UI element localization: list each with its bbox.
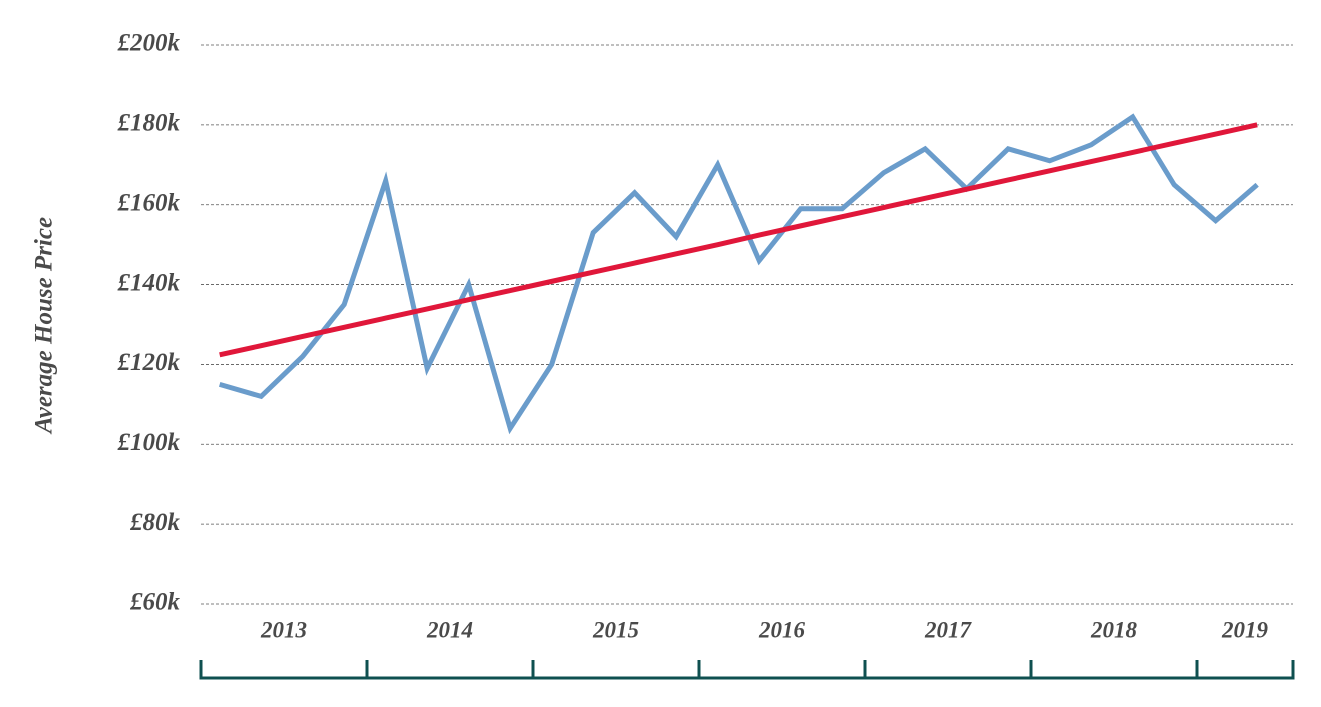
y-tick-label: £200k [117, 30, 181, 57]
x-tick-label: 2019 [1221, 617, 1269, 642]
y-tick-label: £160k [117, 189, 181, 216]
y-tick-label: £120k [117, 349, 181, 376]
x-tick-label: 2015 [592, 617, 639, 642]
x-tick-label: 2017 [924, 617, 973, 642]
x-tick-label: 2013 [260, 617, 307, 642]
y-tick-label: £180k [117, 110, 181, 137]
y-tick-label: £60k [129, 589, 181, 616]
y-tick-label: £140k [117, 269, 181, 296]
series-line [218, 113, 1259, 435]
x-tick-label: 2016 [758, 617, 806, 642]
series-line [219, 122, 1258, 358]
y-tick-label: £100k [117, 429, 181, 456]
y-axis-label: Average House Price [31, 217, 58, 435]
y-tick-label: £80k [129, 509, 181, 536]
x-tick-label: 2014 [426, 617, 473, 642]
x-tick-label: 2018 [1090, 617, 1138, 642]
